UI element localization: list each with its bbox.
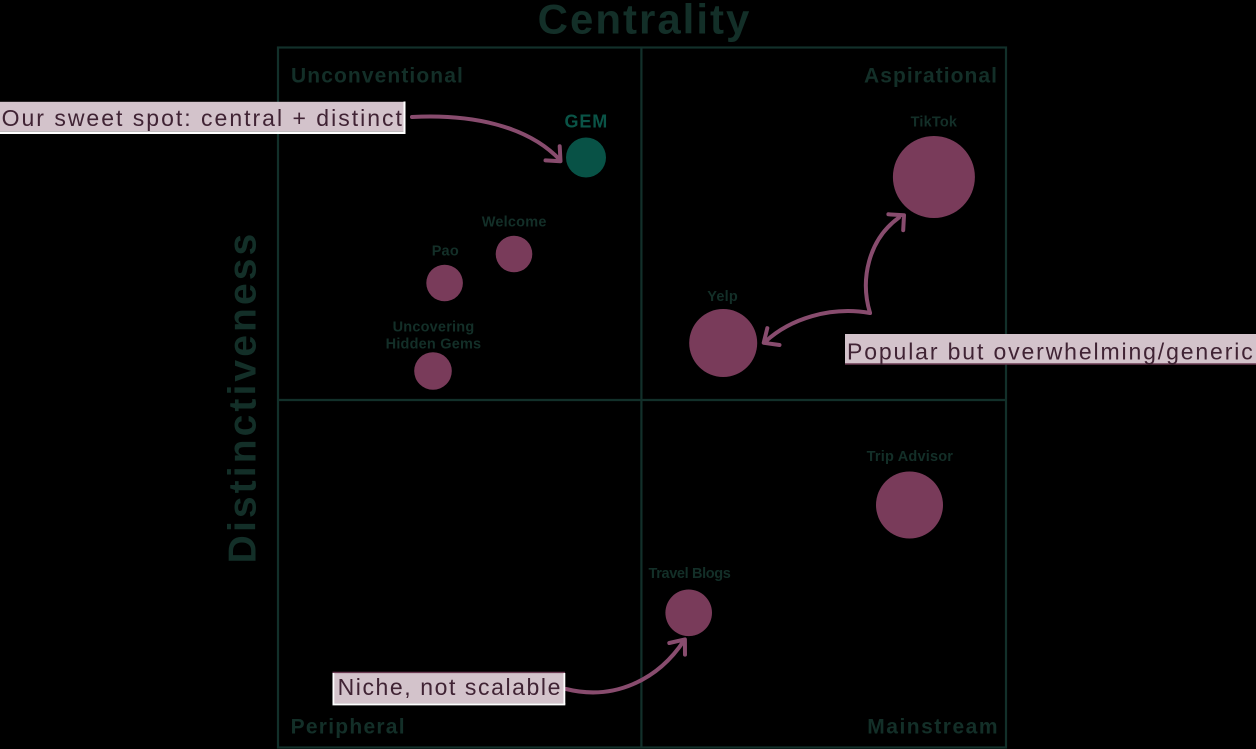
svg-text:Aspirational: Aspirational — [864, 64, 998, 87]
svg-text:Distinctiveness: Distinctiveness — [222, 231, 265, 564]
svg-text:Our sweet spot: central + dist: Our sweet spot: central + distinct — [2, 105, 404, 131]
svg-text:TikTok: TikTok — [911, 115, 958, 131]
svg-text:Popular but overwhelming/gener: Popular but overwhelming/generic — [847, 338, 1255, 364]
svg-text:Yelp: Yelp — [707, 289, 738, 305]
svg-text:Hidden Gems: Hidden Gems — [386, 336, 482, 352]
svg-text:Trip Advisor: Trip Advisor — [867, 449, 954, 465]
svg-text:Niche, not scalable: Niche, not scalable — [338, 674, 562, 700]
svg-text:GEM: GEM — [564, 111, 608, 131]
svg-text:Travel Blogs: Travel Blogs — [648, 566, 730, 582]
svg-text:Uncovering: Uncovering — [393, 320, 475, 336]
svg-text:Peripheral: Peripheral — [291, 716, 406, 739]
svg-text:Mainstream: Mainstream — [867, 716, 999, 739]
svg-text:Unconventional: Unconventional — [291, 64, 464, 87]
svg-text:Pao: Pao — [432, 243, 459, 259]
svg-text:Welcome: Welcome — [482, 214, 547, 230]
svg-text:Centrality: Centrality — [538, 0, 752, 43]
